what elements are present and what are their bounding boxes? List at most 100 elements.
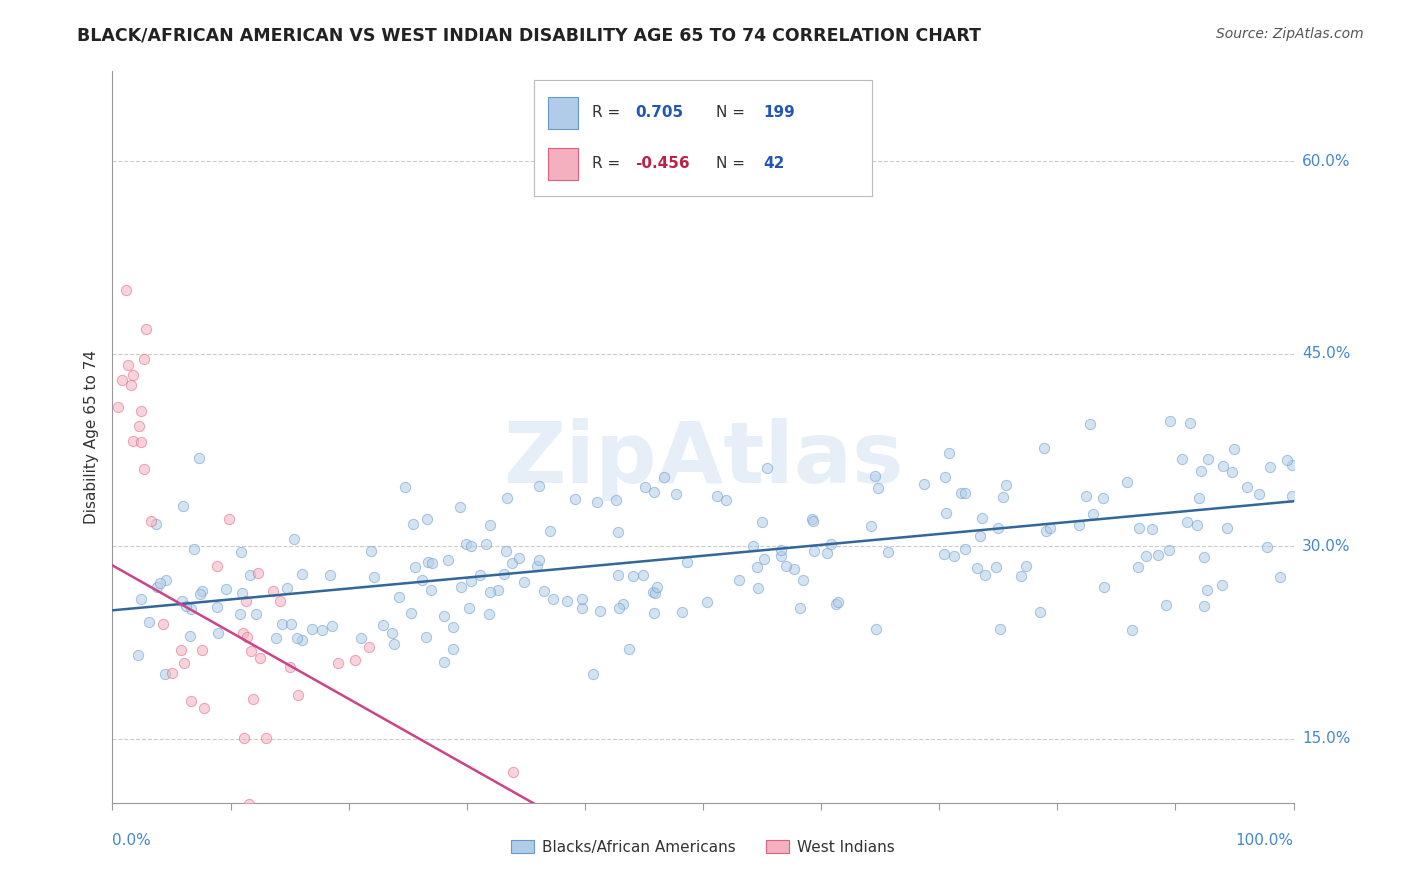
Point	[495, 491, 517, 505]
Point	[270, 617, 292, 632]
Point	[441, 642, 464, 657]
Point	[652, 470, 675, 484]
Point	[943, 549, 966, 563]
Point	[801, 514, 824, 528]
Point	[180, 694, 202, 708]
Point	[783, 562, 806, 576]
Point	[363, 570, 385, 584]
Point	[269, 593, 291, 607]
Point	[179, 629, 201, 643]
Point	[571, 592, 593, 607]
Point	[513, 575, 536, 590]
Point	[605, 493, 627, 508]
Point	[1147, 549, 1170, 563]
Point	[533, 584, 555, 599]
Bar	[548, 96, 578, 129]
Point	[607, 525, 630, 540]
Point	[741, 539, 763, 553]
Point	[1185, 518, 1208, 533]
Point	[502, 765, 524, 780]
Point	[450, 580, 472, 594]
Point	[160, 666, 183, 681]
Point	[176, 599, 198, 614]
Point	[229, 545, 252, 559]
Point	[1154, 598, 1177, 612]
Point	[1281, 489, 1303, 503]
Point	[494, 566, 516, 581]
Point	[586, 495, 609, 509]
Point	[756, 461, 779, 475]
Point	[141, 514, 163, 528]
Text: 60.0%: 60.0%	[1302, 153, 1350, 169]
Point	[859, 518, 882, 533]
Point	[526, 559, 548, 574]
Point	[1083, 507, 1105, 521]
Point	[115, 283, 138, 297]
Point	[527, 479, 550, 493]
Point	[991, 490, 1014, 504]
Point	[706, 489, 728, 503]
Point	[643, 606, 665, 620]
Point	[984, 559, 1007, 574]
Point	[1115, 475, 1137, 490]
Point	[388, 590, 411, 604]
Point	[665, 487, 688, 501]
Point	[645, 580, 668, 594]
Point	[127, 648, 149, 662]
Text: R =: R =	[592, 105, 624, 120]
Point	[1220, 465, 1243, 479]
Legend: Blacks/African Americans, West Indians: Blacks/African Americans, West Indians	[505, 834, 901, 861]
Point	[501, 556, 523, 570]
Point	[129, 592, 152, 607]
Point	[449, 500, 471, 514]
Point	[747, 582, 769, 596]
Point	[205, 558, 228, 573]
Point	[1211, 578, 1233, 592]
Text: N =: N =	[717, 156, 751, 171]
Point	[1216, 521, 1239, 535]
Point	[1078, 417, 1101, 432]
Point	[404, 560, 426, 574]
Point	[801, 512, 824, 526]
Point	[468, 568, 491, 582]
Point	[1178, 417, 1201, 431]
Point	[343, 653, 366, 667]
Point	[321, 619, 343, 633]
Point	[1128, 521, 1150, 535]
Text: 0.705: 0.705	[636, 105, 683, 120]
Point	[242, 691, 264, 706]
Point	[619, 641, 641, 656]
Point	[264, 631, 287, 645]
Point	[1281, 458, 1303, 472]
Point	[827, 595, 849, 609]
Point	[671, 605, 693, 619]
Point	[527, 553, 550, 567]
Point	[460, 574, 482, 588]
Point	[1177, 515, 1199, 529]
Point	[751, 515, 773, 529]
Point	[1212, 459, 1234, 474]
Point	[988, 622, 1011, 636]
Point	[606, 568, 628, 582]
Point	[276, 581, 298, 595]
Point	[132, 461, 155, 475]
Point	[231, 585, 253, 599]
Point	[1159, 543, 1181, 558]
Point	[433, 609, 456, 624]
Point	[815, 546, 838, 560]
Point	[949, 486, 972, 500]
Point	[121, 434, 143, 449]
Point	[1197, 582, 1219, 597]
Point	[173, 657, 195, 671]
Point	[419, 582, 441, 597]
Point	[1039, 521, 1062, 535]
Point	[1035, 524, 1057, 538]
Point	[1223, 442, 1246, 456]
Point	[416, 512, 439, 526]
Point	[411, 573, 433, 587]
Point	[371, 618, 394, 632]
Point	[1015, 559, 1038, 574]
Point	[716, 493, 738, 508]
Point	[357, 640, 380, 654]
Point	[1135, 549, 1157, 563]
